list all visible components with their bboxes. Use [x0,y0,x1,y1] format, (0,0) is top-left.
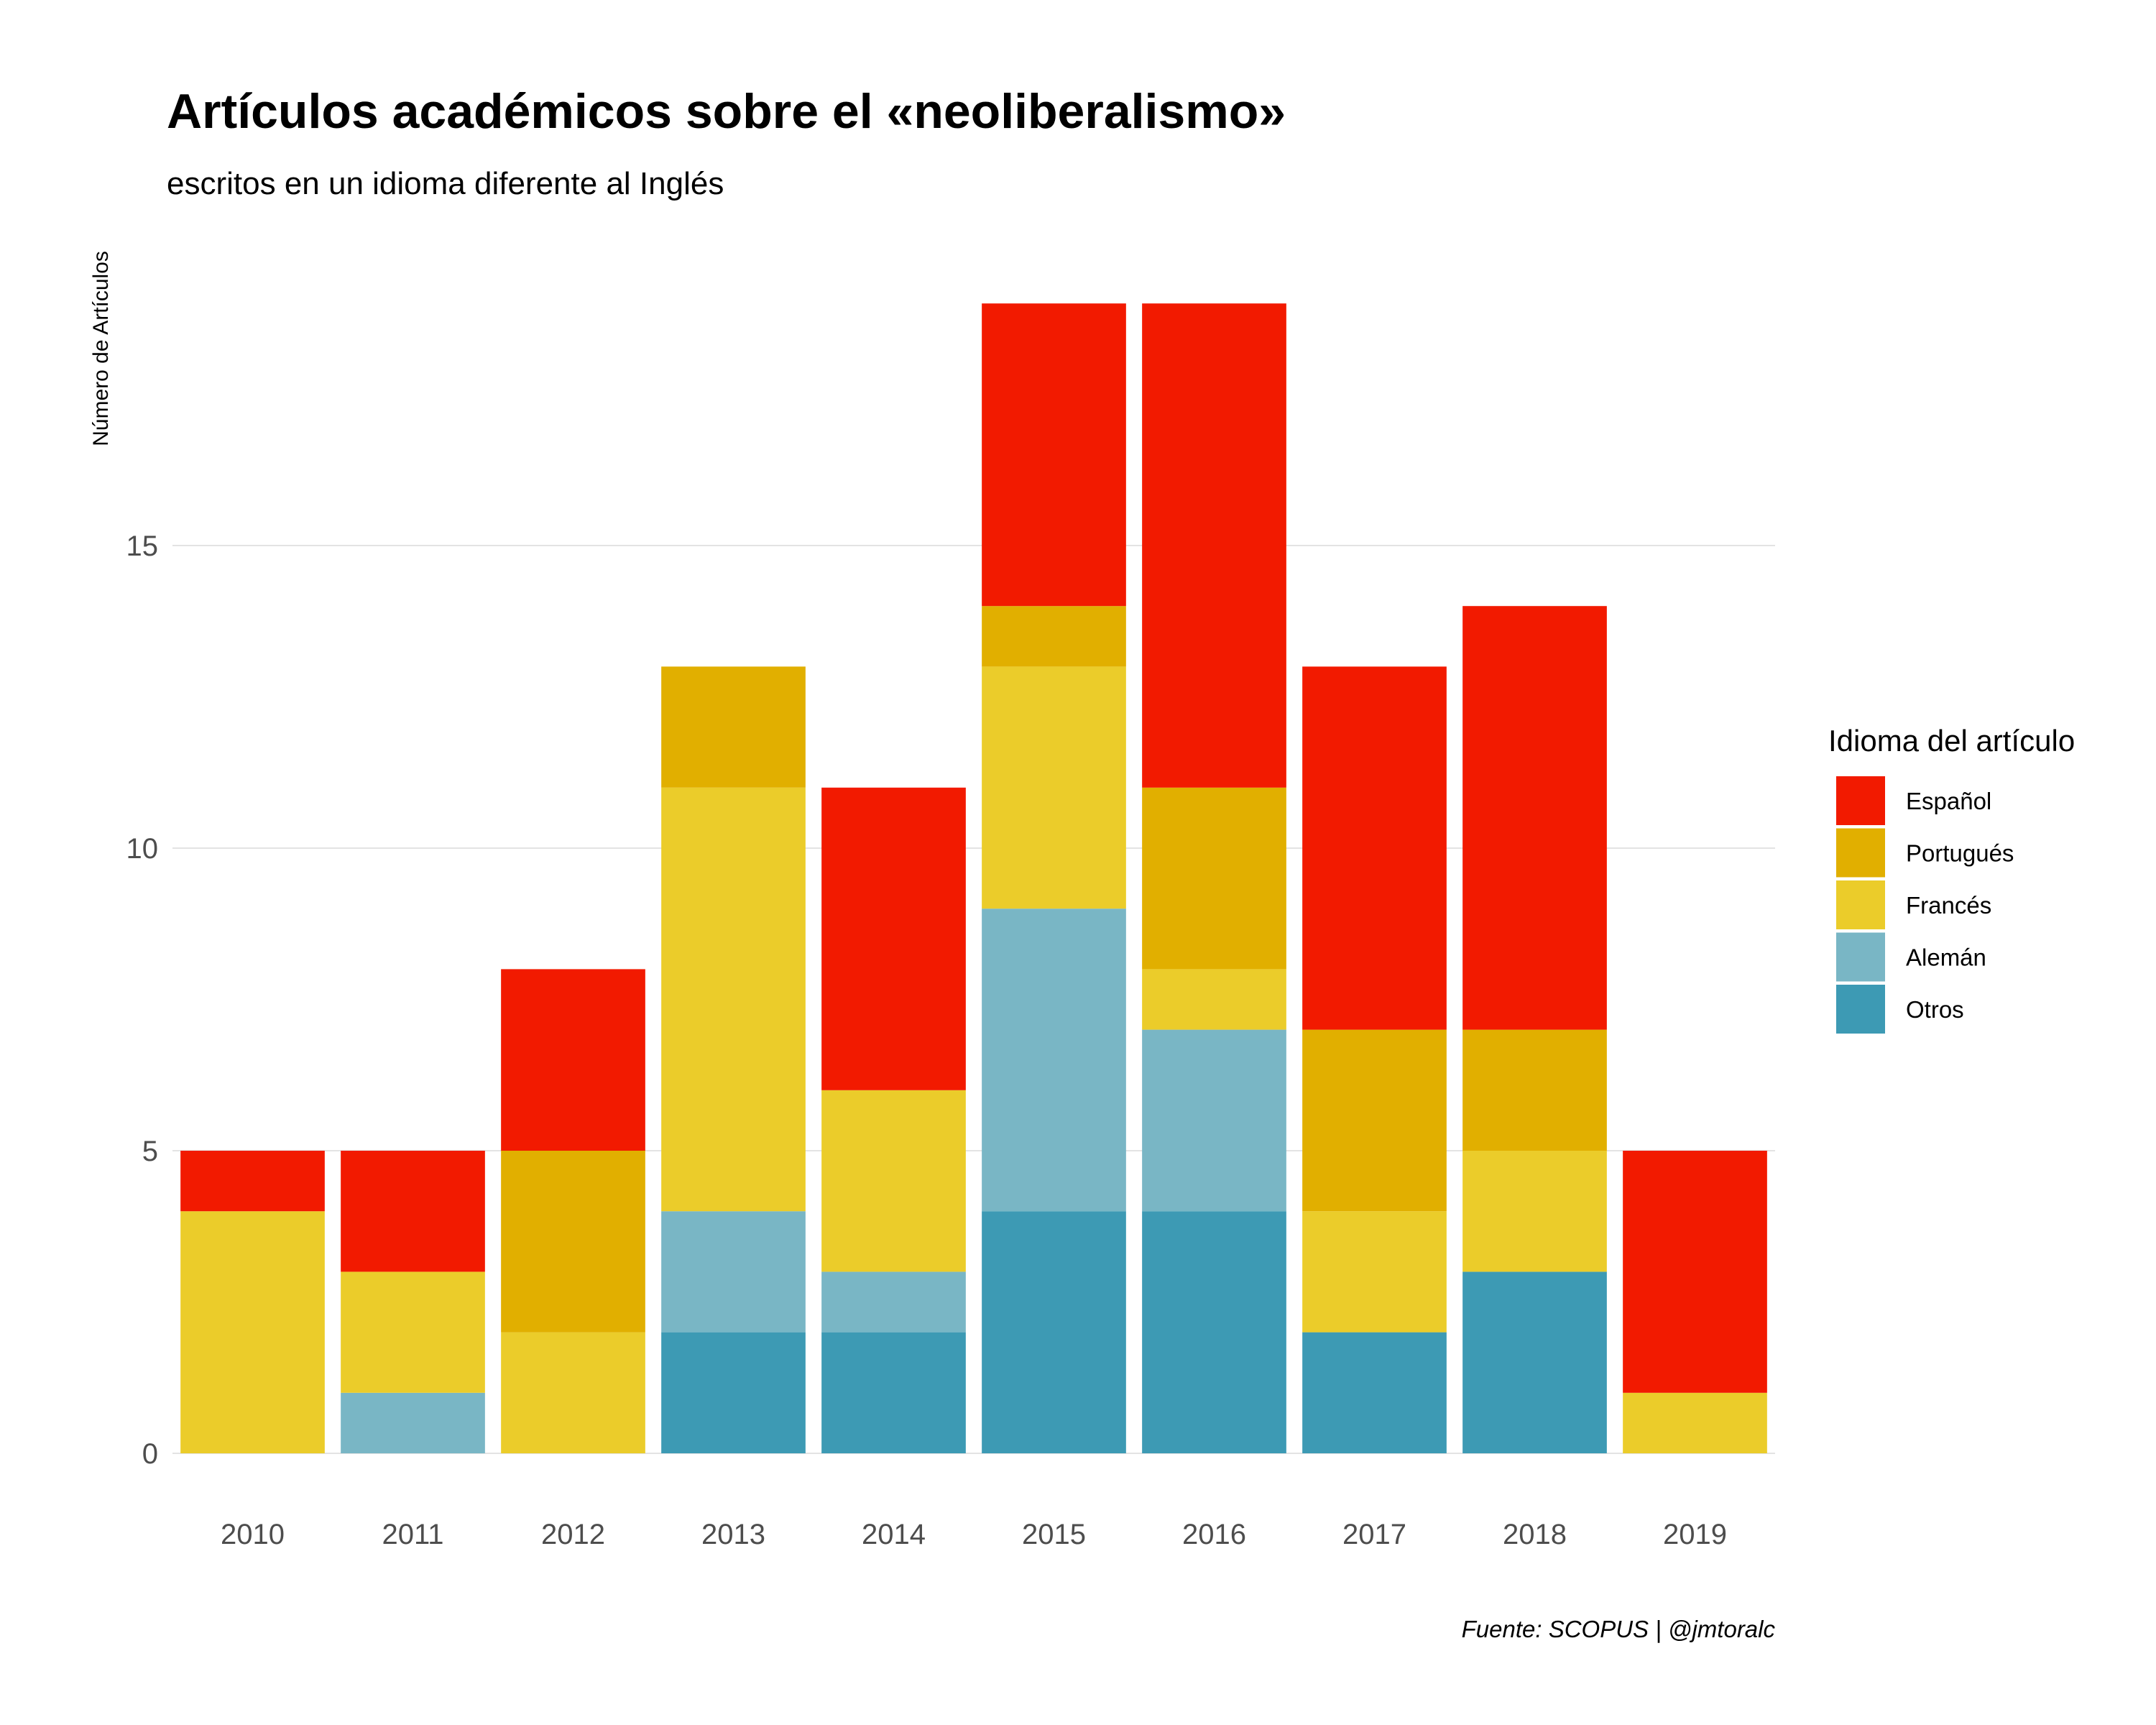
x-tick-label-2016: 2016 [1182,1519,1246,1550]
bar-2019-Francés [1623,1392,1767,1453]
bar-2012-Español [501,969,645,1151]
bar-2010-Español [180,1151,325,1212]
x-tick-label-2013: 2013 [701,1519,765,1550]
bar-2015-Alemán [982,908,1126,1212]
bar-2016-Otros [1142,1211,1286,1453]
x-tick-label-2012: 2012 [541,1519,605,1550]
x-tick-label-2010: 2010 [221,1519,285,1550]
bar-2018-Español [1462,606,1607,1030]
legend-label-Otros: Otros [1906,996,1964,1023]
y-tick-label-15: 15 [126,530,159,562]
chart-caption: Fuente: SCOPUS | @jmtoralc [1462,1616,1776,1642]
bar-2017-Español [1302,666,1447,1030]
legend-swatch-Otros [1836,985,1885,1034]
y-tick-labels: 0 5 10 15 [126,530,159,1470]
legend-swatch-Alemán [1836,932,1885,982]
bar-2012-Portugués [501,1151,645,1333]
y-tick-label-0: 0 [142,1438,158,1470]
legend: Idioma del artículo Español Portugués Fran… [1828,724,2075,1034]
x-tick-labels: 2010 2011 2012 2013 2014 2015 2016 2017 2018 2019 [221,1519,1727,1550]
legend-label-Español: Español [1906,788,1991,814]
legend-swatch-Francés [1836,880,1885,929]
bar-2013-Otros [661,1332,806,1453]
bar-2014-Español [821,787,966,1090]
bar-2011-Alemán [341,1392,485,1453]
bar-2016-Portugués [1142,787,1286,970]
bar-2018-Francés [1462,1151,1607,1272]
bar-2017-Francés [1302,1211,1447,1333]
bar-2016-Francés [1142,969,1286,1030]
x-tick-label-2014: 2014 [862,1519,926,1550]
bar-2014-Otros [821,1332,966,1453]
x-tick-label-2017: 2017 [1342,1519,1406,1550]
bar-2013-Portugués [661,666,806,788]
bar-2018-Portugués [1462,1029,1607,1151]
legend-label-Francés: Francés [1906,892,1991,919]
bar-2015-Otros [982,1211,1126,1453]
bar-2015-Español [982,303,1126,607]
x-tick-label-2018: 2018 [1503,1519,1567,1550]
bar-2017-Otros [1302,1332,1447,1453]
bar-2013-Alemán [661,1211,806,1333]
legend-swatch-Español [1836,776,1885,825]
legend-swatch-Portugués [1836,828,1885,878]
bar-2011-Francés [341,1271,485,1393]
bar-2010-Francés [180,1211,325,1453]
bar-2014-Alemán [821,1271,966,1333]
bar-2012-Francés [501,1332,645,1453]
bar-2019-Español [1623,1151,1767,1393]
bar-2018-Otros [1462,1271,1607,1453]
bar-2015-Francés [982,666,1126,909]
legend-label-Alemán: Alemán [1906,944,1986,971]
x-tick-label-2011: 2011 [382,1519,443,1550]
bar-2015-Portugués [982,606,1126,667]
legend-label-Portugués: Portugués [1906,840,2014,867]
x-tick-label-2019: 2019 [1663,1519,1727,1550]
legend-title: Idioma del artículo [1828,724,2075,758]
bar-2011-Español [341,1151,485,1272]
chart-subtitle: escritos en un idioma diferente al Inglé… [167,166,724,201]
bar-2016-Alemán [1142,1029,1286,1212]
bar-2014-Francés [821,1090,966,1272]
bar-layer [180,303,1767,1453]
y-axis-title: Número de Artículos [89,251,113,446]
y-tick-label-10: 10 [126,833,159,865]
bar-2017-Portugués [1302,1029,1447,1212]
bar-2016-Español [1142,303,1286,788]
y-tick-label-5: 5 [142,1136,158,1167]
bar-2013-Francés [661,787,806,1212]
x-tick-label-2015: 2015 [1022,1519,1086,1550]
chart-title: Artículos académicos sobre el «neolibera… [167,84,1286,139]
